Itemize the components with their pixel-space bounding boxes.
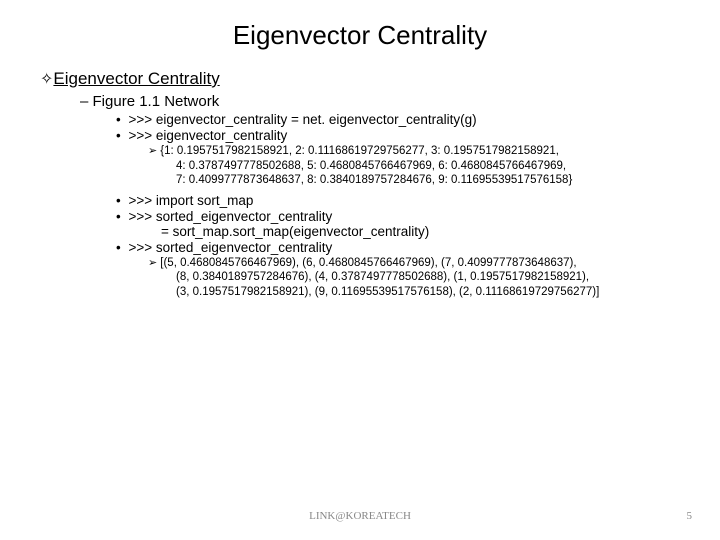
output-text: 7: 0.4099777873648637, 8: 0.384018975728…	[162, 173, 680, 187]
heading-lvl2: Figure 1.1 Network	[80, 93, 680, 110]
code-text: = sort_map.sort_map(eigenvector_centrali…	[161, 224, 429, 239]
code-line: >>> sorted_eigenvector_centrality = sort…	[116, 209, 680, 239]
page-number: 5	[687, 510, 693, 522]
output-line: {1: 0.1957517982158921, 2: 0.11168619729…	[148, 144, 680, 188]
slide: Eigenvector Centrality Eigenvector Centr…	[0, 0, 720, 540]
output-text: (8, 0.3840189757284676), (4, 0.378749777…	[162, 270, 680, 284]
heading-lvl1: Eigenvector Centrality	[40, 69, 680, 89]
output-line: [(5, 0.4680845766467969), (6, 0.46808457…	[148, 256, 680, 300]
footer-center: LINK@KOREATECH	[0, 510, 720, 522]
code-line: >>> eigenvector_centrality = net. eigenv…	[116, 112, 680, 127]
code-text: >>> sorted_eigenvector_centrality	[128, 209, 332, 224]
code-line: >>> sorted_eigenvector_centrality	[116, 240, 680, 255]
code-line: >>> eigenvector_centrality	[116, 128, 680, 143]
slide-title: Eigenvector Centrality	[40, 20, 680, 51]
output-text: {1: 0.1957517982158921, 2: 0.11168619729…	[160, 145, 559, 157]
output-text: [(5, 0.4680845766467969), (6, 0.46808457…	[160, 257, 576, 269]
code-line: >>> import sort_map	[116, 193, 680, 208]
output-text: 4: 0.3787497778502688, 5: 0.468084576646…	[162, 159, 680, 173]
output-text: (3, 0.1957517982158921), (9, 0.116955395…	[162, 285, 680, 299]
